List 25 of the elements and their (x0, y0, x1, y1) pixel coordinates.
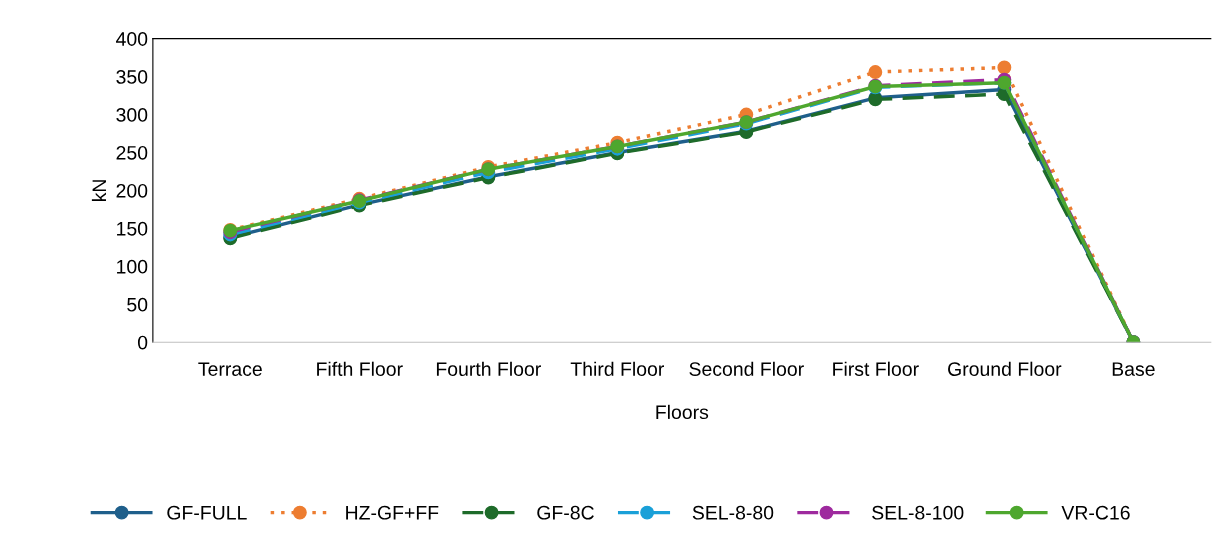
x-tick-label: First Floor (833, 361, 919, 376)
y-tick-label: 200 (116, 183, 148, 198)
y-tick-label: 100 (117, 259, 148, 274)
y-tick-label: 0 (137, 335, 148, 350)
y-tick-label: 50 (127, 297, 148, 312)
x-tick-label: Ground Floor (948, 361, 1062, 376)
y-tick-label: 250 (116, 145, 148, 160)
legend-label: GF-8C (537, 505, 594, 520)
legend-label: SEL-8-100 (872, 505, 964, 520)
legend-label: HZ-GF+FF (346, 505, 439, 520)
x-tick-label: Base (1112, 362, 1155, 376)
y-tick-label: 350 (116, 70, 148, 84)
x-axis-title: Floors (656, 404, 709, 420)
y-tick-label: 300 (116, 108, 148, 122)
x-tick-label: Terrace (198, 362, 262, 376)
legend-label: GF-FULL (167, 505, 247, 520)
x-tick-label: Fourth Floor (436, 361, 541, 376)
y-axis-title: kN (91, 180, 106, 202)
y-tick-label: 150 (117, 221, 148, 236)
x-tick-label: Fifth Floor (317, 361, 403, 376)
x-tick-label: Third Floor (570, 361, 664, 376)
y-tick-label: 400 (116, 32, 148, 46)
legend-label: SEL-8-80 (692, 505, 774, 520)
x-tick-label: Second Floor (689, 361, 804, 376)
legend-label: VR-C16 (1061, 505, 1130, 520)
